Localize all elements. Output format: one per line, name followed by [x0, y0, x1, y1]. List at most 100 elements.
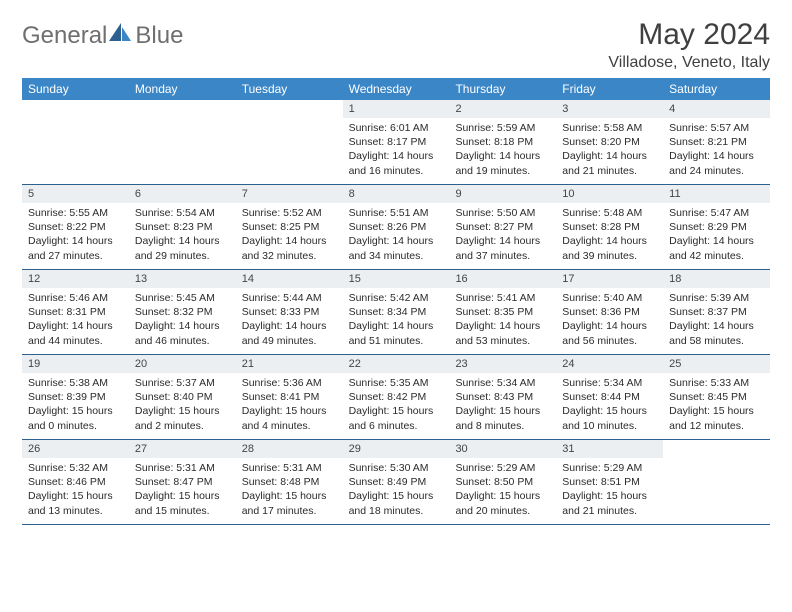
daylight-text: Daylight: 15 hours and 18 minutes. [349, 489, 444, 517]
sunrise-text: Sunrise: 5:42 AM [349, 291, 444, 305]
day-number: 24 [556, 355, 663, 373]
day-cell: 16Sunrise: 5:41 AMSunset: 8:35 PMDayligh… [449, 270, 556, 354]
sunset-text: Sunset: 8:31 PM [28, 305, 123, 319]
day-header: Thursday [449, 78, 556, 100]
day-header: Tuesday [236, 78, 343, 100]
sunset-text: Sunset: 8:44 PM [562, 390, 657, 404]
sunrise-text: Sunrise: 5:37 AM [135, 376, 230, 390]
sunrise-text: Sunrise: 5:50 AM [455, 206, 550, 220]
daylight-text: Daylight: 14 hours and 46 minutes. [135, 319, 230, 347]
day-cell [22, 100, 129, 184]
daylight-text: Daylight: 15 hours and 2 minutes. [135, 404, 230, 432]
daylight-text: Daylight: 14 hours and 19 minutes. [455, 149, 550, 177]
day-cell: 15Sunrise: 5:42 AMSunset: 8:34 PMDayligh… [343, 270, 450, 354]
sunrise-text: Sunrise: 5:36 AM [242, 376, 337, 390]
day-cell: 14Sunrise: 5:44 AMSunset: 8:33 PMDayligh… [236, 270, 343, 354]
day-cell: 26Sunrise: 5:32 AMSunset: 8:46 PMDayligh… [22, 440, 129, 524]
week-row: 1Sunrise: 6:01 AMSunset: 8:17 PMDaylight… [22, 100, 770, 185]
day-details: Sunrise: 5:46 AMSunset: 8:31 PMDaylight:… [22, 288, 129, 354]
day-number: 3 [556, 100, 663, 118]
sunrise-text: Sunrise: 5:45 AM [135, 291, 230, 305]
sunset-text: Sunset: 8:42 PM [349, 390, 444, 404]
sunrise-text: Sunrise: 6:01 AM [349, 121, 444, 135]
day-number: 25 [663, 355, 770, 373]
daylight-text: Daylight: 14 hours and 27 minutes. [28, 234, 123, 262]
day-details: Sunrise: 5:44 AMSunset: 8:33 PMDaylight:… [236, 288, 343, 354]
day-details: Sunrise: 5:50 AMSunset: 8:27 PMDaylight:… [449, 203, 556, 269]
day-details: Sunrise: 5:40 AMSunset: 8:36 PMDaylight:… [556, 288, 663, 354]
day-details: Sunrise: 6:01 AMSunset: 8:17 PMDaylight:… [343, 118, 450, 184]
day-details: Sunrise: 5:52 AMSunset: 8:25 PMDaylight:… [236, 203, 343, 269]
sunrise-text: Sunrise: 5:54 AM [135, 206, 230, 220]
sunrise-text: Sunrise: 5:47 AM [669, 206, 764, 220]
sunset-text: Sunset: 8:46 PM [28, 475, 123, 489]
sunset-text: Sunset: 8:18 PM [455, 135, 550, 149]
day-cell: 18Sunrise: 5:39 AMSunset: 8:37 PMDayligh… [663, 270, 770, 354]
day-header: Saturday [663, 78, 770, 100]
day-details: Sunrise: 5:36 AMSunset: 8:41 PMDaylight:… [236, 373, 343, 439]
day-number: 30 [449, 440, 556, 458]
day-details: Sunrise: 5:34 AMSunset: 8:44 PMDaylight:… [556, 373, 663, 439]
sunset-text: Sunset: 8:33 PM [242, 305, 337, 319]
day-number: 23 [449, 355, 556, 373]
day-cell [236, 100, 343, 184]
sunrise-text: Sunrise: 5:35 AM [349, 376, 444, 390]
day-number: 19 [22, 355, 129, 373]
sunrise-text: Sunrise: 5:55 AM [28, 206, 123, 220]
day-details: Sunrise: 5:38 AMSunset: 8:39 PMDaylight:… [22, 373, 129, 439]
day-details: Sunrise: 5:57 AMSunset: 8:21 PMDaylight:… [663, 118, 770, 184]
day-number: 2 [449, 100, 556, 118]
day-cell: 2 Sunrise: 5:59 AMSunset: 8:18 PMDaylight… [449, 100, 556, 184]
day-header: Friday [556, 78, 663, 100]
sunrise-text: Sunrise: 5:59 AM [455, 121, 550, 135]
day-number: 8 [343, 185, 450, 203]
daylight-text: Daylight: 14 hours and 24 minutes. [669, 149, 764, 177]
day-number: 10 [556, 185, 663, 203]
sunrise-text: Sunrise: 5:52 AM [242, 206, 337, 220]
daylight-text: Daylight: 14 hours and 49 minutes. [242, 319, 337, 347]
sunset-text: Sunset: 8:45 PM [669, 390, 764, 404]
title-block: May 2024 Villadose, Veneto, Italy [608, 18, 770, 72]
day-details: Sunrise: 5:37 AMSunset: 8:40 PMDaylight:… [129, 373, 236, 439]
day-details: Sunrise: 5:31 AMSunset: 8:47 PMDaylight:… [129, 458, 236, 524]
sunset-text: Sunset: 8:36 PM [562, 305, 657, 319]
sunrise-text: Sunrise: 5:46 AM [28, 291, 123, 305]
day-details: Sunrise: 5:29 AMSunset: 8:51 PMDaylight:… [556, 458, 663, 524]
sunset-text: Sunset: 8:39 PM [28, 390, 123, 404]
day-number: 15 [343, 270, 450, 288]
sunrise-text: Sunrise: 5:30 AM [349, 461, 444, 475]
daylight-text: Daylight: 14 hours and 42 minutes. [669, 234, 764, 262]
day-cell: 9Sunrise: 5:50 AMSunset: 8:27 PMDaylight… [449, 185, 556, 269]
sunset-text: Sunset: 8:29 PM [669, 220, 764, 234]
day-number: 28 [236, 440, 343, 458]
daylight-text: Daylight: 15 hours and 17 minutes. [242, 489, 337, 517]
day-details: Sunrise: 5:41 AMSunset: 8:35 PMDaylight:… [449, 288, 556, 354]
day-number: 20 [129, 355, 236, 373]
daylight-text: Daylight: 14 hours and 51 minutes. [349, 319, 444, 347]
daylight-text: Daylight: 15 hours and 6 minutes. [349, 404, 444, 432]
sunset-text: Sunset: 8:26 PM [349, 220, 444, 234]
day-cell: 29Sunrise: 5:30 AMSunset: 8:49 PMDayligh… [343, 440, 450, 524]
day-cell: 31Sunrise: 5:29 AMSunset: 8:51 PMDayligh… [556, 440, 663, 524]
day-cell [129, 100, 236, 184]
day-number: 22 [343, 355, 450, 373]
daylight-text: Daylight: 14 hours and 56 minutes. [562, 319, 657, 347]
day-number: 12 [22, 270, 129, 288]
sunset-text: Sunset: 8:27 PM [455, 220, 550, 234]
daylight-text: Daylight: 14 hours and 58 minutes. [669, 319, 764, 347]
day-number: 31 [556, 440, 663, 458]
sunrise-text: Sunrise: 5:31 AM [242, 461, 337, 475]
day-number: 26 [22, 440, 129, 458]
day-header: Wednesday [343, 78, 450, 100]
day-cell: 8Sunrise: 5:51 AMSunset: 8:26 PMDaylight… [343, 185, 450, 269]
sunset-text: Sunset: 8:22 PM [28, 220, 123, 234]
sunset-text: Sunset: 8:17 PM [349, 135, 444, 149]
location-label: Villadose, Veneto, Italy [608, 54, 770, 72]
day-number: 17 [556, 270, 663, 288]
day-cell: 5Sunrise: 5:55 AMSunset: 8:22 PMDaylight… [22, 185, 129, 269]
day-cell: 4Sunrise: 5:57 AMSunset: 8:21 PMDaylight… [663, 100, 770, 184]
daylight-text: Daylight: 15 hours and 0 minutes. [28, 404, 123, 432]
sunset-text: Sunset: 8:37 PM [669, 305, 764, 319]
day-number [22, 100, 129, 106]
day-number: 18 [663, 270, 770, 288]
